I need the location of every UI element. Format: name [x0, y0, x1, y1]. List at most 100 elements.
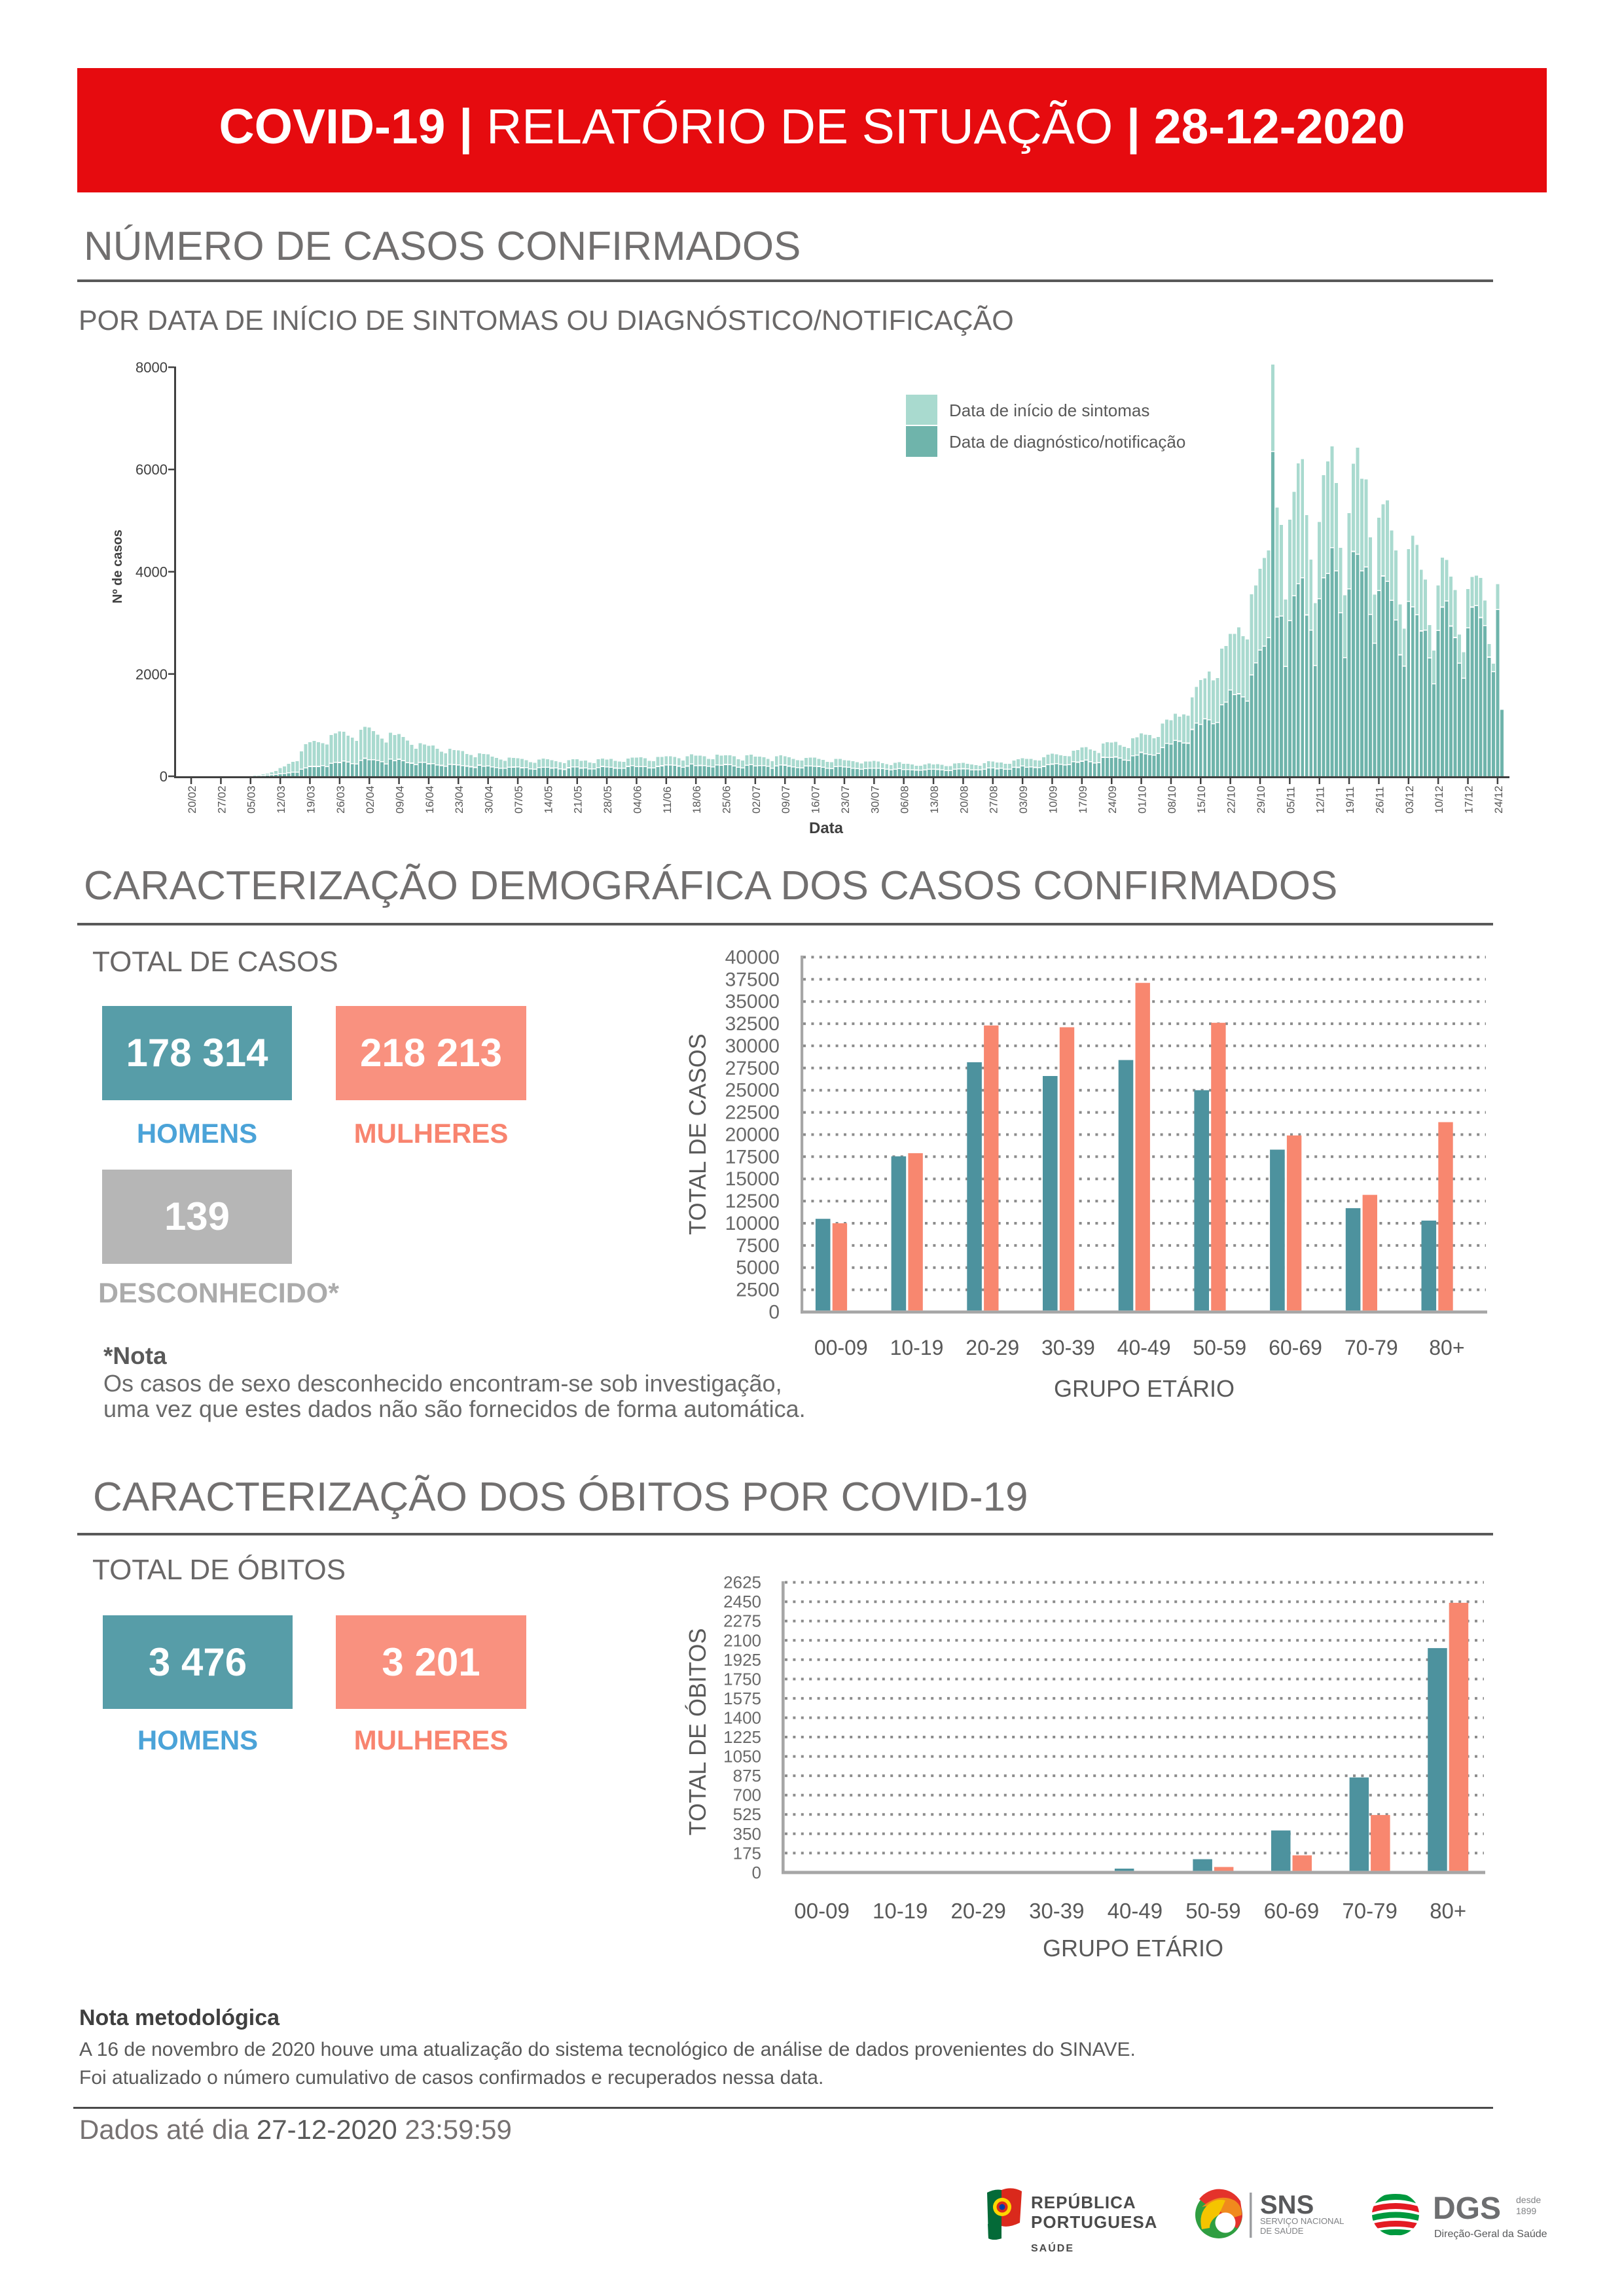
- svg-text:12/03: 12/03: [275, 785, 287, 814]
- svg-text:6000: 6000: [135, 461, 168, 478]
- svg-text:16/04: 16/04: [424, 785, 436, 814]
- svg-text:10/09: 10/09: [1047, 785, 1059, 814]
- svg-text:40000: 40000: [725, 946, 780, 968]
- svg-text:20000: 20000: [725, 1124, 780, 1146]
- svg-text:30/07: 30/07: [869, 785, 881, 814]
- svg-text:03/12: 03/12: [1403, 785, 1416, 814]
- svg-text:GRUPO ETÁRIO: GRUPO ETÁRIO: [1054, 1375, 1235, 1402]
- svg-text:40-49: 40-49: [1117, 1336, 1171, 1359]
- svg-text:23/07: 23/07: [839, 785, 852, 814]
- svg-text:21/05: 21/05: [572, 785, 585, 814]
- svg-text:20-29: 20-29: [950, 1899, 1005, 1923]
- svg-text:DGS: DGS: [1433, 2191, 1501, 2226]
- svg-text:28/05: 28/05: [602, 785, 614, 814]
- svg-text:27/08: 27/08: [988, 785, 1000, 814]
- svg-text:2500: 2500: [736, 1280, 780, 1301]
- svg-text:25/06: 25/06: [721, 785, 733, 814]
- svg-text:SAÚDE: SAÚDE: [1031, 2242, 1074, 2254]
- svg-text:Data de início de sintomas: Data de início de sintomas: [949, 401, 1149, 420]
- svg-text:60-69: 60-69: [1269, 1336, 1322, 1359]
- svg-text:24/12: 24/12: [1492, 785, 1505, 814]
- svg-text:05/11: 05/11: [1284, 787, 1297, 814]
- svg-text:22/10: 22/10: [1225, 785, 1238, 814]
- svg-text:10000: 10000: [725, 1213, 780, 1234]
- svg-text:06/08: 06/08: [899, 785, 911, 814]
- svg-text:700: 700: [733, 1785, 761, 1805]
- svg-text:60-69: 60-69: [1264, 1899, 1319, 1923]
- svg-text:1925: 1925: [723, 1650, 761, 1670]
- svg-text:2450: 2450: [723, 1592, 761, 1611]
- svg-text:22500: 22500: [725, 1102, 780, 1124]
- svg-text:26/03: 26/03: [334, 785, 347, 814]
- svg-text:GRUPO ETÁRIO: GRUPO ETÁRIO: [1043, 1935, 1223, 1962]
- svg-text:12/11: 12/11: [1314, 787, 1327, 814]
- svg-text:REPÚBLICA: REPÚBLICA: [1031, 2193, 1136, 2212]
- svg-text:Direção-Geral da Saúde: Direção-Geral da Saúde: [1434, 2229, 1547, 2240]
- svg-text:DE SAÚDE: DE SAÚDE: [1260, 2226, 1304, 2236]
- svg-text:27500: 27500: [725, 1058, 780, 1079]
- svg-text:20-29: 20-29: [965, 1336, 1019, 1359]
- svg-text:desde: desde: [1516, 2195, 1541, 2205]
- svg-text:20/02: 20/02: [186, 785, 198, 814]
- svg-text:32500: 32500: [725, 1013, 780, 1035]
- svg-text:13/08: 13/08: [928, 785, 941, 814]
- svg-text:1575: 1575: [723, 1689, 761, 1708]
- svg-text:24/09: 24/09: [1106, 785, 1119, 814]
- svg-text:2100: 2100: [723, 1630, 761, 1650]
- svg-text:SERVIÇO NACIONAL: SERVIÇO NACIONAL: [1260, 2216, 1344, 2226]
- svg-text:1400: 1400: [723, 1708, 761, 1728]
- svg-text:01/10: 01/10: [1136, 785, 1149, 814]
- svg-text:00-09: 00-09: [794, 1899, 849, 1923]
- svg-text:Data: Data: [809, 819, 844, 837]
- svg-text:0: 0: [752, 1863, 761, 1882]
- svg-text:19/11: 19/11: [1344, 787, 1356, 814]
- svg-text:37500: 37500: [725, 969, 780, 990]
- svg-text:2000: 2000: [135, 666, 168, 683]
- svg-text:1750: 1750: [723, 1669, 761, 1689]
- svg-text:00-09: 00-09: [814, 1336, 868, 1359]
- svg-text:02/04: 02/04: [364, 785, 376, 814]
- svg-text:50-59: 50-59: [1193, 1336, 1246, 1359]
- svg-text:2625: 2625: [723, 1573, 761, 1592]
- svg-text:TOTAL DE ÓBITOS: TOTAL DE ÓBITOS: [684, 1628, 711, 1836]
- svg-text:30-39: 30-39: [1029, 1899, 1084, 1923]
- svg-text:SNS: SNS: [1260, 2191, 1314, 2219]
- svg-text:80+: 80+: [1429, 1336, 1464, 1359]
- svg-text:17/09: 17/09: [1077, 785, 1089, 814]
- svg-text:350: 350: [733, 1824, 761, 1844]
- svg-text:16/07: 16/07: [810, 785, 822, 814]
- svg-text:17500: 17500: [725, 1146, 780, 1168]
- svg-text:19/03: 19/03: [304, 785, 317, 814]
- svg-text:18/06: 18/06: [691, 785, 703, 814]
- svg-text:8000: 8000: [135, 359, 168, 376]
- svg-text:Nº de casos: Nº de casos: [111, 529, 125, 603]
- svg-text:04/06: 04/06: [631, 785, 643, 814]
- svg-text:0: 0: [160, 768, 168, 785]
- svg-text:02/07: 02/07: [750, 785, 763, 814]
- svg-text:25000: 25000: [725, 1080, 780, 1102]
- svg-text:10/12: 10/12: [1433, 785, 1445, 814]
- svg-text:11/06: 11/06: [661, 787, 674, 814]
- svg-text:15/10: 15/10: [1195, 785, 1208, 814]
- svg-text:875: 875: [733, 1766, 761, 1785]
- svg-text:10-19: 10-19: [890, 1336, 944, 1359]
- svg-text:05/03: 05/03: [245, 785, 258, 814]
- svg-text:5000: 5000: [736, 1257, 780, 1279]
- svg-text:29/10: 29/10: [1255, 785, 1267, 814]
- svg-text:17/12: 17/12: [1463, 785, 1475, 814]
- svg-text:07/05: 07/05: [513, 785, 525, 814]
- svg-text:09/07: 09/07: [780, 785, 792, 814]
- svg-text:TOTAL DE CASOS: TOTAL DE CASOS: [684, 1033, 711, 1234]
- svg-text:70-79: 70-79: [1342, 1899, 1397, 1923]
- svg-text:70-79: 70-79: [1344, 1336, 1398, 1359]
- svg-text:7500: 7500: [736, 1235, 780, 1257]
- svg-text:4000: 4000: [135, 564, 168, 581]
- svg-text:40-49: 40-49: [1108, 1899, 1163, 1923]
- svg-text:0: 0: [768, 1302, 780, 1323]
- svg-text:09/04: 09/04: [394, 785, 406, 814]
- svg-text:30000: 30000: [725, 1035, 780, 1057]
- svg-text:30-39: 30-39: [1041, 1336, 1095, 1359]
- svg-text:1050: 1050: [723, 1747, 761, 1767]
- svg-text:03/09: 03/09: [1017, 785, 1030, 814]
- svg-text:525: 525: [733, 1804, 761, 1824]
